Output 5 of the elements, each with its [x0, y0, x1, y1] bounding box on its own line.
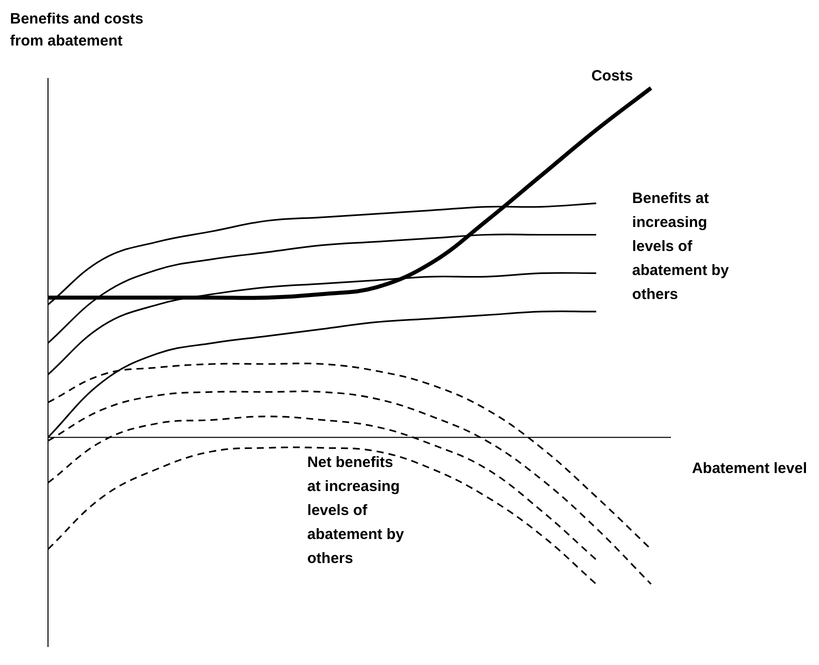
annotation: Net benefits at increasing levels of abatement by others: [307, 454, 405, 568]
series-label: Costs: [591, 68, 633, 85]
y-axis-title: Benefits and costs from abatement: [10, 10, 144, 50]
x-axis-title: Abatement level: [692, 460, 807, 478]
annotation: Benefits at increasing levels of abatement by others: [632, 190, 730, 303]
